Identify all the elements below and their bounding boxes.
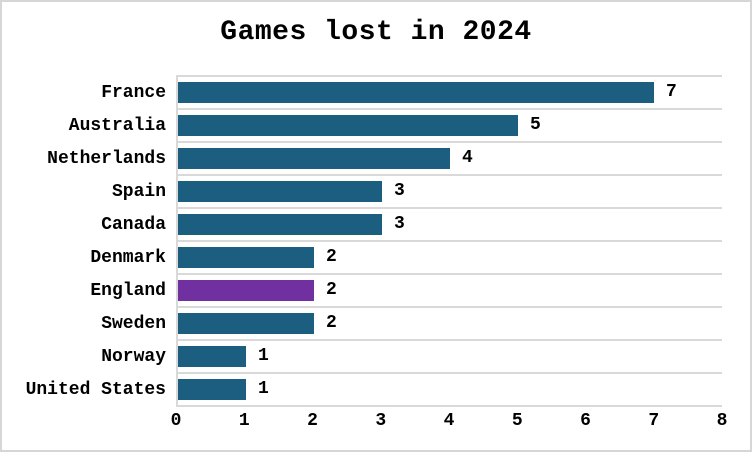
bar-row: 2 [178, 273, 722, 306]
bar-row: 7 [178, 75, 722, 108]
x-tick-label: 1 [238, 411, 250, 431]
x-tick-label: 0 [170, 411, 182, 431]
x-tick-label: 3 [375, 411, 387, 431]
bar-row: 4 [178, 141, 722, 174]
y-axis-category-label: France [101, 82, 166, 103]
bar-value-label: 7 [666, 82, 677, 102]
bar-row: 3 [178, 174, 722, 207]
bar-row: 1 [178, 339, 722, 372]
y-axis-category-label: Australia [68, 115, 166, 136]
y-axis-category-label: Norway [101, 346, 166, 367]
bar [178, 82, 654, 103]
y-axis-category-label: United States [25, 379, 166, 400]
bar [178, 181, 382, 202]
bar-row: 1 [178, 372, 722, 405]
bar-row: 5 [178, 108, 722, 141]
y-axis-category-label: England [90, 280, 166, 301]
bar-value-label: 1 [258, 379, 269, 399]
x-tick-label: 7 [648, 411, 660, 431]
bar-value-label: 4 [462, 148, 473, 168]
bar-value-label: 2 [326, 280, 337, 300]
y-axis-category-label: Denmark [90, 247, 166, 268]
bar [178, 346, 246, 367]
x-axis: 0 1 2 3 4 5 6 7 8 [2, 411, 750, 437]
bar-row: 3 [178, 207, 722, 240]
x-tick-label: 6 [580, 411, 591, 431]
bar [178, 148, 450, 169]
bar [178, 115, 518, 136]
bar-value-label: 3 [394, 214, 405, 234]
y-axis-labels: France Australia Netherlands Spain Canada Den… [2, 76, 166, 406]
bar-row: 2 [178, 306, 722, 339]
bar-highlighted [178, 280, 314, 301]
x-tick-label: 4 [443, 411, 455, 431]
bar [178, 214, 382, 235]
chart-title: Games lost in 2024 [220, 17, 532, 48]
y-axis-category-label: Canada [101, 214, 166, 235]
x-tick-label: 2 [307, 411, 318, 431]
bar [178, 313, 314, 334]
bar-value-label: 5 [530, 115, 541, 135]
y-axis-category-label: Sweden [101, 313, 166, 334]
plot-area: 7 5 4 3 3 2 2 2 1 1 [176, 75, 722, 407]
x-tick-label: 8 [716, 411, 728, 431]
bar-value-label: 2 [326, 247, 337, 267]
y-axis-category-label: Spain [111, 181, 166, 202]
bar-value-label: 2 [326, 313, 337, 333]
bar [178, 247, 314, 268]
y-axis-category-label: Netherlands [47, 148, 166, 169]
bar-value-label: 3 [394, 181, 405, 201]
x-tick-label: 5 [511, 411, 523, 431]
bar [178, 379, 246, 400]
bar-row: 2 [178, 240, 722, 273]
bar-value-label: 1 [258, 346, 269, 366]
